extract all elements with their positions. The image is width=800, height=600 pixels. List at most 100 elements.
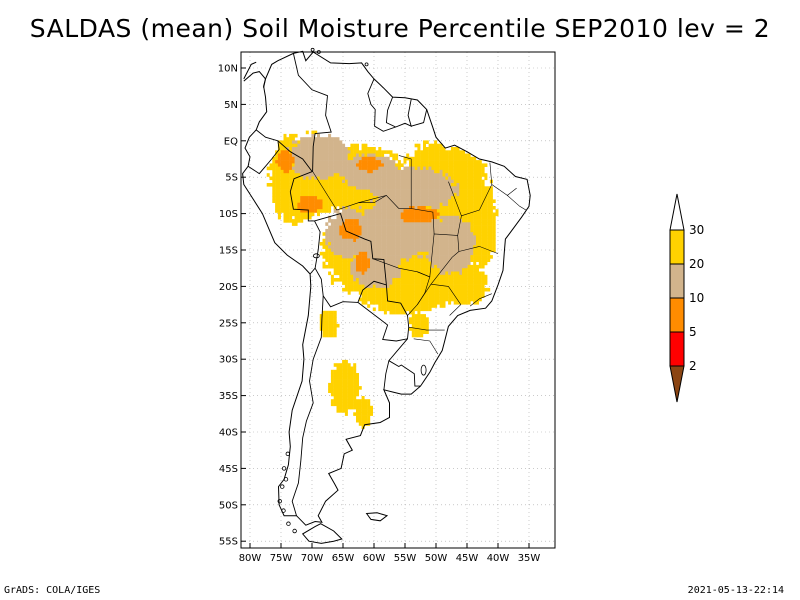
moisture-cell <box>350 150 354 154</box>
moisture-cell <box>336 376 340 380</box>
moisture-cell <box>439 160 443 164</box>
moisture-cell <box>492 245 496 249</box>
moisture-cell <box>409 317 412 321</box>
moisture-cell <box>353 248 357 253</box>
moisture-cell <box>436 258 440 262</box>
moisture-cell <box>439 196 443 200</box>
moisture-cell <box>400 242 404 246</box>
moisture-cell <box>420 317 424 321</box>
moisture-cell <box>448 186 452 190</box>
moisture-cell <box>428 173 432 177</box>
moisture-cell <box>395 284 399 289</box>
moisture-cell <box>386 307 390 312</box>
moisture-cell <box>311 130 315 135</box>
moisture-cell <box>353 284 357 289</box>
moisture-cell <box>356 255 359 259</box>
moisture-cell <box>395 268 399 272</box>
moisture-cell <box>336 369 340 374</box>
moisture-cell <box>317 186 320 190</box>
moisture-cell <box>328 310 332 315</box>
moisture-cell <box>344 189 348 194</box>
moisture-cell <box>319 173 323 177</box>
moisture-cell <box>280 163 284 167</box>
moisture-cell <box>403 166 407 171</box>
moisture-cell <box>325 206 329 210</box>
moisture-cell <box>392 189 396 194</box>
moisture-cell <box>434 287 438 292</box>
moisture-cell <box>375 219 379 223</box>
moisture-cell <box>467 301 471 305</box>
moisture-cell <box>286 186 290 190</box>
moisture-cell <box>409 183 412 187</box>
state-border <box>413 338 439 355</box>
moisture-cell <box>328 160 332 164</box>
moisture-cell <box>453 202 457 207</box>
moisture-cell <box>364 212 368 217</box>
moisture-cell <box>361 402 365 407</box>
moisture-cell <box>481 255 485 259</box>
moisture-cell <box>434 258 438 262</box>
moisture-cell <box>350 192 354 197</box>
moisture-cell <box>350 405 354 410</box>
moisture-cell <box>459 238 463 243</box>
moisture-cell <box>375 183 379 187</box>
moisture-cell <box>330 251 334 256</box>
moisture-cell <box>339 274 343 279</box>
moisture-cell <box>339 264 343 269</box>
moisture-cell <box>395 192 399 197</box>
moisture-cell <box>378 232 382 236</box>
moisture-cell <box>322 153 326 158</box>
moisture-cell <box>364 287 368 292</box>
moisture-cell <box>358 192 362 197</box>
moisture-cell <box>389 228 393 233</box>
moisture-cell <box>303 156 306 161</box>
moisture-cell <box>417 186 421 190</box>
moisture-cell <box>358 287 362 292</box>
moisture-cell <box>283 212 287 217</box>
moisture-cell <box>297 163 301 167</box>
moisture-cell <box>484 258 488 262</box>
moisture-cell <box>470 166 474 171</box>
moisture-cell <box>333 143 337 148</box>
moisture-cell <box>448 215 452 220</box>
moisture-cell <box>450 183 454 187</box>
moisture-cell <box>328 271 332 276</box>
moisture-cell <box>291 169 295 174</box>
moisture-cell <box>389 169 393 174</box>
moisture-cell <box>470 291 474 295</box>
moisture-cell <box>445 189 449 194</box>
moisture-cell <box>364 143 368 148</box>
moisture-cell <box>417 294 421 298</box>
moisture-cell <box>420 235 424 239</box>
moisture-cell <box>397 189 401 194</box>
moisture-cell <box>383 222 387 226</box>
moisture-cell <box>344 176 348 181</box>
moisture-cell <box>425 261 429 266</box>
moisture-cell <box>406 222 410 226</box>
moisture-cell <box>305 196 309 200</box>
moisture-cell <box>314 179 318 184</box>
moisture-cell <box>336 209 340 213</box>
moisture-cell <box>339 173 343 177</box>
moisture-cell <box>409 255 412 259</box>
moisture-cell <box>467 235 471 239</box>
moisture-cell <box>367 294 371 298</box>
moisture-cell <box>372 248 376 253</box>
moisture-cell <box>481 291 485 295</box>
moisture-cell <box>364 196 368 200</box>
moisture-cell <box>397 179 401 184</box>
moisture-cell <box>428 192 432 197</box>
moisture-cell <box>328 255 332 259</box>
moisture-cell <box>353 163 357 167</box>
moisture-cell <box>317 196 320 200</box>
moisture-cell <box>330 156 334 161</box>
moisture-cell <box>436 251 440 256</box>
moisture-cell <box>436 143 440 148</box>
moisture-cell <box>423 189 426 194</box>
moisture-cell <box>339 235 343 239</box>
moisture-cell <box>364 281 368 285</box>
moisture-cell <box>442 278 446 282</box>
moisture-cell <box>356 245 359 249</box>
moisture-cell <box>280 183 284 187</box>
moisture-cell <box>459 278 463 282</box>
